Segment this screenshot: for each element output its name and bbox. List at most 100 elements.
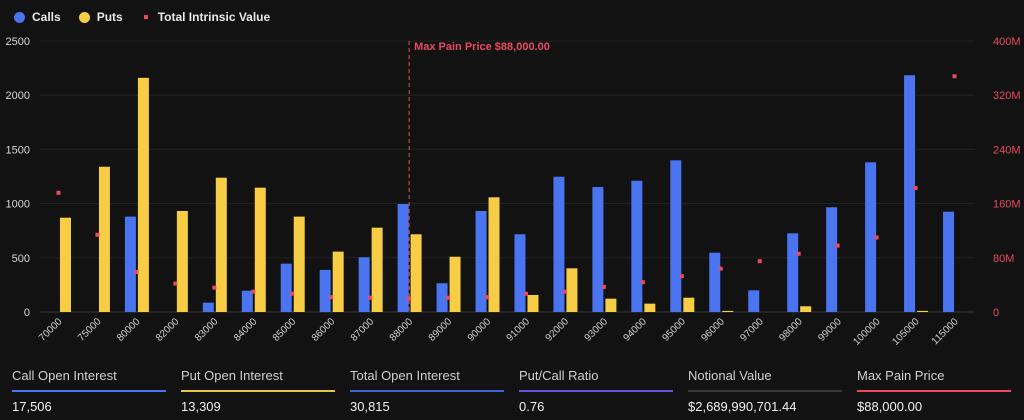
x-tick-label: 70000 xyxy=(37,316,65,344)
y2-tick-label: 240M xyxy=(993,144,1021,156)
x-tick-label: 97000 xyxy=(738,316,766,344)
x-tick-label: 91000 xyxy=(505,316,533,344)
y2-tick-label: 160M xyxy=(993,199,1021,211)
y2-tick-label: 80M xyxy=(993,253,1014,265)
y2-tick-label: 0 xyxy=(993,307,999,319)
call-bar xyxy=(124,216,136,312)
put-bar xyxy=(644,303,656,312)
stat-label: Total Open Interest xyxy=(350,368,460,383)
put-bar xyxy=(722,310,734,312)
legend-puts[interactable]: Puts xyxy=(78,10,123,24)
legend-calls-label: Calls xyxy=(32,10,61,24)
stat-value: 17,506 xyxy=(12,399,52,414)
put-bar xyxy=(488,197,500,312)
x-tick-label: 87000 xyxy=(349,316,377,344)
legend-intrinsic[interactable]: Total Intrinsic Value xyxy=(141,10,270,24)
put-bar xyxy=(410,234,422,312)
x-tick-label: 84000 xyxy=(232,316,260,344)
intrinsic-point xyxy=(952,74,957,79)
chart-legend: Calls Puts Total Intrinsic Value xyxy=(14,10,270,24)
put-bar xyxy=(176,210,188,312)
x-tick-label: 99000 xyxy=(816,316,844,344)
legend-intrinsic-label: Total Intrinsic Value xyxy=(157,10,271,24)
put-bar xyxy=(800,306,812,312)
x-tick-label: 86000 xyxy=(310,316,338,344)
put-bar xyxy=(59,217,71,312)
puts-swatch-icon xyxy=(78,11,90,23)
put-bar xyxy=(683,297,695,312)
stat-underline xyxy=(519,390,673,392)
x-tick-label: 96000 xyxy=(699,316,727,344)
call-bar xyxy=(202,302,214,312)
stat-value: 0.76 xyxy=(519,399,545,414)
intrinsic-point xyxy=(757,259,762,264)
call-bar xyxy=(631,180,643,312)
open-interest-chart: 0 500 1000 1500 2000 2500 0 80M 160M 240M 320M 400M… xyxy=(6,36,1021,348)
call-bar xyxy=(475,210,487,312)
put-bar xyxy=(215,177,227,312)
stat-value: $88,000.00 xyxy=(857,399,923,414)
intrinsic-point xyxy=(835,243,840,248)
intrinsic-point xyxy=(290,291,295,296)
call-bar xyxy=(553,176,565,312)
calls-swatch-icon xyxy=(14,11,25,23)
call-bar xyxy=(943,211,955,312)
put-bar xyxy=(566,268,578,312)
x-tick-label: 83000 xyxy=(193,316,221,344)
intrinsic-point xyxy=(251,289,256,294)
put-bar xyxy=(527,294,539,312)
stat-max-pain-price: Max Pain Price $88,000.00 xyxy=(857,368,1011,414)
x-tick-label: 90000 xyxy=(466,316,494,344)
intrinsic-point xyxy=(134,270,139,275)
call-bar xyxy=(280,263,292,312)
y-tick-label: 2000 xyxy=(6,90,30,102)
stat-put-call-ratio: Put/Call Ratio 0.76 xyxy=(519,368,673,414)
x-tick-label: 94000 xyxy=(622,316,650,344)
intrinsic-point xyxy=(407,296,412,301)
put-bar xyxy=(98,166,110,312)
call-bar xyxy=(319,269,331,312)
y-tick-label: 1500 xyxy=(6,144,30,156)
call-bar xyxy=(241,290,253,312)
x-tick-label: 75000 xyxy=(76,316,104,344)
intrinsic-point xyxy=(874,235,879,240)
intrinsic-point xyxy=(679,274,684,279)
stat-value: 30,815 xyxy=(350,399,390,414)
x-tick-label: 88000 xyxy=(388,316,416,344)
intrinsic-point xyxy=(485,295,490,300)
legend-calls[interactable]: Calls xyxy=(14,10,61,24)
intrinsic-point xyxy=(913,186,918,191)
put-bar xyxy=(293,216,305,312)
intrinsic-point xyxy=(56,190,61,195)
stat-label: Put Open Interest xyxy=(181,368,283,383)
intrinsic-point xyxy=(523,291,528,296)
legend-puts-label: Puts xyxy=(96,10,123,24)
put-bar xyxy=(605,298,617,312)
intrinsic-point xyxy=(718,266,723,271)
call-bar xyxy=(670,160,682,312)
x-tick-label: 98000 xyxy=(777,316,805,344)
intrinsic-point xyxy=(95,232,100,237)
call-bar xyxy=(865,162,877,312)
intrinsic-point xyxy=(212,285,217,290)
put-bar xyxy=(137,77,149,312)
stat-underline xyxy=(181,390,335,392)
put-bar xyxy=(332,251,344,312)
x-tick-label: 92000 xyxy=(544,316,572,344)
put-bar xyxy=(254,187,266,312)
intrinsic-point xyxy=(562,289,567,294)
y2-tick-label: 400M xyxy=(993,36,1021,48)
x-tick-label: 93000 xyxy=(583,316,611,344)
stat-value: 13,309 xyxy=(181,399,221,414)
call-bar xyxy=(904,75,916,313)
stat-underline xyxy=(857,390,1011,392)
y-tick-label: 1000 xyxy=(6,199,30,211)
intrinsic-swatch-icon xyxy=(143,15,148,19)
stat-underline xyxy=(350,390,504,392)
put-bar xyxy=(449,256,461,312)
x-tick-label: 80000 xyxy=(115,316,143,344)
intrinsic-point xyxy=(640,280,645,285)
call-bar xyxy=(397,204,409,312)
intrinsic-point xyxy=(368,295,373,300)
put-bar xyxy=(917,310,929,312)
